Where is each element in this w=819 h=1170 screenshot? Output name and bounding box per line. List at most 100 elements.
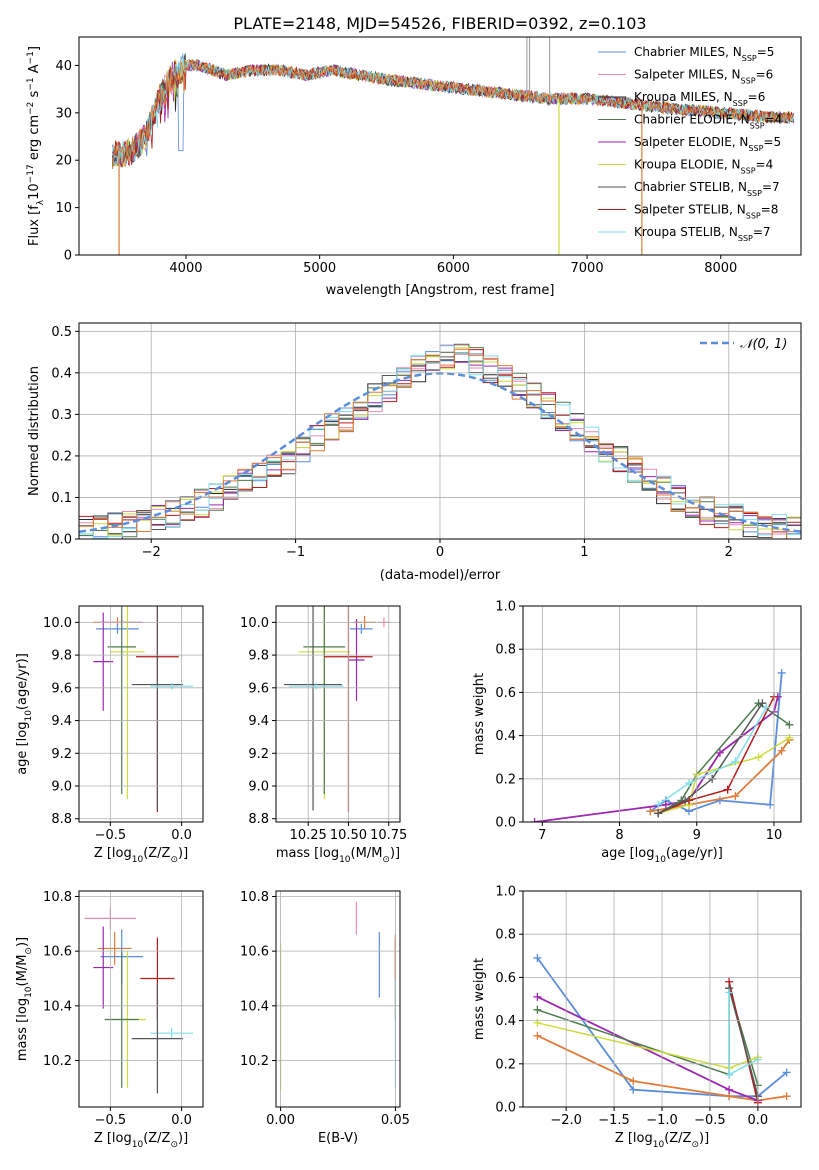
axes-frame <box>78 36 802 256</box>
weight-marker <box>533 1005 542 1014</box>
y-tick-label: 0.4 <box>495 1014 516 1029</box>
weight-series <box>728 988 759 1097</box>
label-part: ⊙ <box>170 1140 178 1150</box>
label-part: Z [log <box>615 1131 653 1146</box>
y-tick-label: 10.0 <box>240 616 269 631</box>
weight-marker <box>715 748 724 757</box>
weight-marker <box>533 992 542 1001</box>
label-part: 10 <box>24 986 34 998</box>
x-tick-label: 6000 <box>437 261 470 276</box>
label-part: ⊙ <box>170 855 178 865</box>
weight-marker <box>725 1070 734 1079</box>
errorbar-point <box>104 951 139 1088</box>
y-tick-label: 0.0 <box>51 533 72 548</box>
x-tick-label: 0.05 <box>381 1113 410 1128</box>
weight-marker <box>762 703 771 712</box>
x-tick-label: 0.00 <box>266 1113 295 1128</box>
weight-series <box>537 1022 759 1069</box>
legend-entry: Salpeter MILES, NSSP=6 <box>634 68 773 86</box>
y-tick-label: 0.8 <box>495 928 516 943</box>
weight-marker <box>715 796 724 805</box>
label-part: −2 <box>26 102 36 115</box>
spectrum-line-orange_model <box>112 58 794 169</box>
y-axis-label: mass [log10(M/M⊙)] <box>15 937 34 1061</box>
x-tick-label: −2.0 <box>550 1113 582 1128</box>
x-tick-label: 0.0 <box>171 1113 192 1128</box>
label-part: )] <box>178 1131 188 1146</box>
label-part: )] <box>178 846 188 861</box>
weight-marker <box>725 1085 734 1094</box>
label-part: 10 <box>339 855 351 865</box>
axes-age-vs-z: −0.5 0.08.89.09.29.49.69.810.0Z [log10(Z/… <box>15 605 204 865</box>
label-part: ⊙ <box>691 1140 699 1150</box>
label-part: 10 <box>27 183 42 200</box>
y-tick-label: 9.8 <box>248 649 269 664</box>
axes-frame <box>522 605 802 823</box>
weight-marker <box>782 1068 791 1077</box>
axes-frame <box>78 605 204 823</box>
y-tick-label: 0.3 <box>51 408 72 423</box>
y-tick-label: 1.0 <box>495 600 516 615</box>
label-part: −1 <box>26 51 36 64</box>
errorbar-point <box>350 624 373 634</box>
y-tick-label: 10.6 <box>240 945 269 960</box>
weight-marker <box>777 746 786 755</box>
y-tick-label: 40 <box>55 59 72 74</box>
y-tick-label: 20 <box>55 154 72 169</box>
legend-entry: 𝒩(0, 1) <box>740 337 787 352</box>
label-part: Z [log <box>94 846 132 861</box>
label-part: ⊙ <box>382 855 390 865</box>
x-axis-label: E(B-V) <box>318 1131 358 1146</box>
weight-series <box>657 707 767 806</box>
weight-series <box>657 702 790 815</box>
y-tick-label: 10.8 <box>43 890 72 905</box>
label-part: 10 <box>132 855 144 865</box>
errorbar-point <box>288 682 344 690</box>
weight-series <box>657 696 775 815</box>
y-tick-label: 0.2 <box>51 449 72 464</box>
weight-marker <box>533 1018 542 1027</box>
label-part: age [log <box>15 722 30 775</box>
label-part: (M/M <box>15 955 30 987</box>
axes-residuals: −2 −1 0 1 2 0.0 0.1 0.2 0.3 0.4 0.5 𝒩(0, 1) (data-mo… <box>27 322 802 583</box>
y-tick-label: 0.0 <box>495 1101 516 1116</box>
y-tick-label: 9.0 <box>51 780 72 795</box>
errorbar-point <box>303 606 346 795</box>
errorbar-point <box>110 606 145 800</box>
x-axis-label: wavelength [Angstrom, rest frame] <box>326 283 555 298</box>
y-tick-label: 10.4 <box>43 999 72 1014</box>
axes-age-vs-mass: 10.25 10.50 10.75 8.8 9.0 9.2 9.4 9.6 9.8 10.0 mas… <box>240 605 407 865</box>
y-axis-label: Normed distribution <box>27 366 42 496</box>
y-tick-label: 0.4 <box>51 366 72 381</box>
errorbar-point <box>150 1027 194 1039</box>
label-part: Flux [f <box>27 205 42 246</box>
weight-marker <box>725 988 734 997</box>
x-tick-label: 10.25 <box>290 828 327 843</box>
weight-marker <box>785 733 794 742</box>
errorbar-point <box>96 624 139 634</box>
label-part: (M/M <box>351 846 383 861</box>
y-tick-label: 10 <box>55 201 72 216</box>
label-part: mass [log <box>15 998 30 1061</box>
weight-marker <box>530 818 539 822</box>
errorbar-point <box>131 983 184 1094</box>
x-tick-label: 2 <box>725 545 733 560</box>
y-tick-label: 10.2 <box>43 1054 72 1069</box>
label-part: s <box>27 90 42 101</box>
legend-entry: Kroupa ELODIE, NSSP=4 <box>634 158 773 176</box>
y-tick-label: 9.0 <box>248 780 269 795</box>
label-part: )] <box>390 846 400 861</box>
x-tick-label: −0.5 <box>95 1113 127 1128</box>
weight-marker <box>777 668 786 677</box>
axes-mass-vs-z: −0.5 0.010.210.410.610.8Z [log10(Z/Z⊙)]ma… <box>15 890 204 1150</box>
label-part: A <box>27 64 42 77</box>
label-part: ] <box>27 46 42 51</box>
label-part: λ <box>36 199 46 205</box>
weight-series <box>657 702 764 815</box>
y-tick-label: 9.6 <box>248 681 269 696</box>
label-part: (age/yr)] <box>15 653 30 710</box>
label-part: ⊙ <box>24 947 34 955</box>
y-tick-label: 9.4 <box>51 714 72 729</box>
label-part: mass [log <box>276 846 339 861</box>
y-tick-label: 0.4 <box>495 729 516 744</box>
